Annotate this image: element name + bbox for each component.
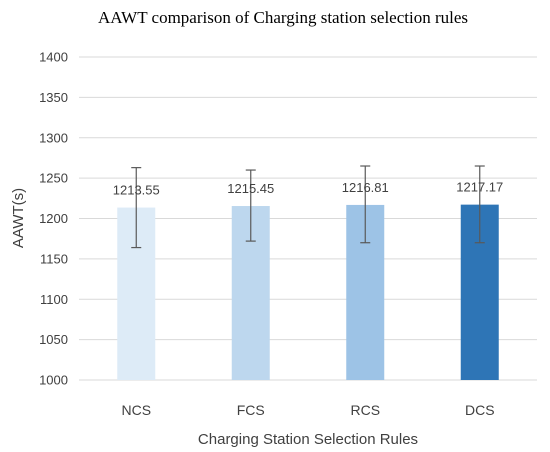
- y-tick-label: 1100: [40, 292, 68, 307]
- y-tick-label: 1400: [39, 50, 68, 65]
- bars: [117, 204, 499, 380]
- x-tick-label-rcs: RCS: [350, 402, 380, 418]
- y-tick-label: 1350: [39, 90, 68, 105]
- x-axis-categories: NCS FCS RCS DCS: [121, 402, 494, 418]
- error-bar-fcs: [245, 169, 256, 242]
- y-tick-label: 1000: [39, 373, 68, 388]
- error-bar-dcs: [474, 165, 485, 244]
- x-tick-label-fcs: FCS: [237, 402, 265, 418]
- error-bars: [131, 165, 485, 249]
- x-tick-label-dcs: DCS: [465, 402, 495, 418]
- x-axis-title: Charging Station Selection Rules: [198, 431, 418, 448]
- data-label-rcs: 1216.81: [342, 180, 389, 195]
- y-tick-label: 1050: [39, 332, 68, 347]
- y-tick-label: 1250: [39, 171, 68, 186]
- gridlines: [79, 56, 537, 381]
- y-axis-title: AAWT(s): [10, 188, 27, 248]
- error-bar-rcs: [360, 165, 371, 244]
- data-label-dcs: 1217.17: [456, 180, 503, 195]
- error-bar-ncs: [131, 167, 142, 249]
- data-label-fcs: 1215.45: [227, 181, 274, 196]
- y-tick-label: 1300: [39, 130, 68, 145]
- x-tick-label-ncs: NCS: [121, 402, 151, 418]
- data-labels: 1213.55 1215.45 1216.81 1217.17: [113, 180, 504, 198]
- chart-title: AAWT comparison of Charging station sele…: [98, 8, 468, 27]
- y-tick-label: 1150: [40, 251, 68, 266]
- data-label-ncs: 1213.55: [113, 183, 160, 198]
- y-tick-label: 1200: [39, 211, 68, 226]
- y-axis-ticks: 1000 1050 1100 1150 1200 1250 1300 1350 1400: [39, 50, 68, 388]
